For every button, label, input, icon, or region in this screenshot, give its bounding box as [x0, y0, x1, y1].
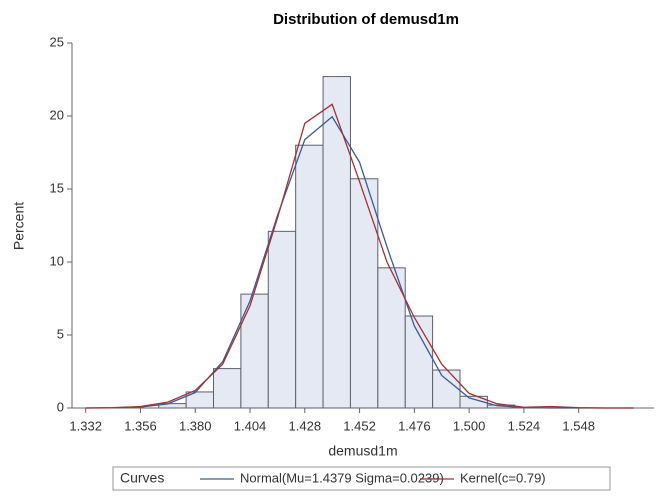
x-tick-label: 1.524 [508, 418, 541, 433]
x-tick-label: 1.452 [343, 418, 376, 433]
x-tick-label: 1.548 [562, 418, 595, 433]
y-tick-label: 20 [50, 107, 64, 122]
y-axis-label: Percent [11, 202, 27, 250]
y-tick-label: 10 [50, 253, 64, 268]
y-tick-label: 25 [50, 34, 64, 49]
bar [459, 395, 488, 409]
legend-label: Normal(Mu=1.4379 Sigma=0.0239) [240, 470, 444, 485]
y-tick-label: 15 [50, 180, 64, 195]
x-tick-label: 1.404 [234, 418, 267, 433]
bar [349, 178, 379, 409]
bar [432, 369, 461, 409]
legend-label: Kernel(c=0.79) [460, 470, 546, 485]
x-tick-label: 1.428 [289, 418, 322, 433]
legend-title: Curves [120, 470, 164, 486]
x-tick-label: 1.356 [124, 418, 157, 433]
bar [213, 368, 242, 409]
y-tick-label: 0 [57, 399, 64, 414]
curve-line [85, 115, 634, 409]
chart-title: Distribution of demusd1m [273, 11, 459, 28]
bar [267, 230, 297, 409]
x-tick-label: 1.500 [453, 418, 486, 433]
bar [404, 315, 434, 409]
x-axis-label: demusd1m [328, 443, 397, 459]
y-tick-label: 5 [57, 326, 64, 341]
x-tick-label: 1.380 [179, 418, 212, 433]
legend-box [112, 466, 611, 491]
bar [240, 293, 269, 409]
bar [295, 144, 324, 409]
curve-line [85, 103, 634, 409]
x-tick-label: 1.332 [69, 418, 102, 433]
bar [322, 76, 351, 409]
x-tick-label: 1.476 [398, 418, 431, 433]
